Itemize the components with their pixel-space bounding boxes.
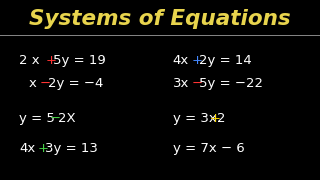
Text: 4x: 4x bbox=[19, 142, 36, 155]
Text: 5y = 19: 5y = 19 bbox=[53, 54, 106, 67]
Text: +: + bbox=[38, 142, 49, 155]
Text: 2 x: 2 x bbox=[19, 54, 40, 67]
Text: 2y = 14: 2y = 14 bbox=[199, 54, 252, 67]
Text: −: − bbox=[40, 77, 51, 90]
Text: 5y = −22: 5y = −22 bbox=[199, 77, 263, 90]
Text: +: + bbox=[210, 112, 220, 125]
Text: 2X: 2X bbox=[58, 112, 75, 125]
Text: 2y = −4: 2y = −4 bbox=[48, 77, 103, 90]
Text: 4x: 4x bbox=[173, 54, 189, 67]
Text: +: + bbox=[191, 54, 202, 67]
Text: y = 5: y = 5 bbox=[19, 112, 55, 125]
Text: y = 7x − 6: y = 7x − 6 bbox=[173, 142, 244, 155]
Text: 2: 2 bbox=[217, 112, 226, 125]
Text: x: x bbox=[28, 77, 36, 90]
Text: y = 3x: y = 3x bbox=[173, 112, 217, 125]
Text: −: − bbox=[50, 112, 61, 125]
Text: 3x: 3x bbox=[173, 77, 189, 90]
Text: +: + bbox=[46, 54, 57, 67]
Text: Systems of Equations: Systems of Equations bbox=[29, 9, 291, 29]
Text: −: − bbox=[191, 77, 203, 90]
Text: 3y = 13: 3y = 13 bbox=[45, 142, 98, 155]
